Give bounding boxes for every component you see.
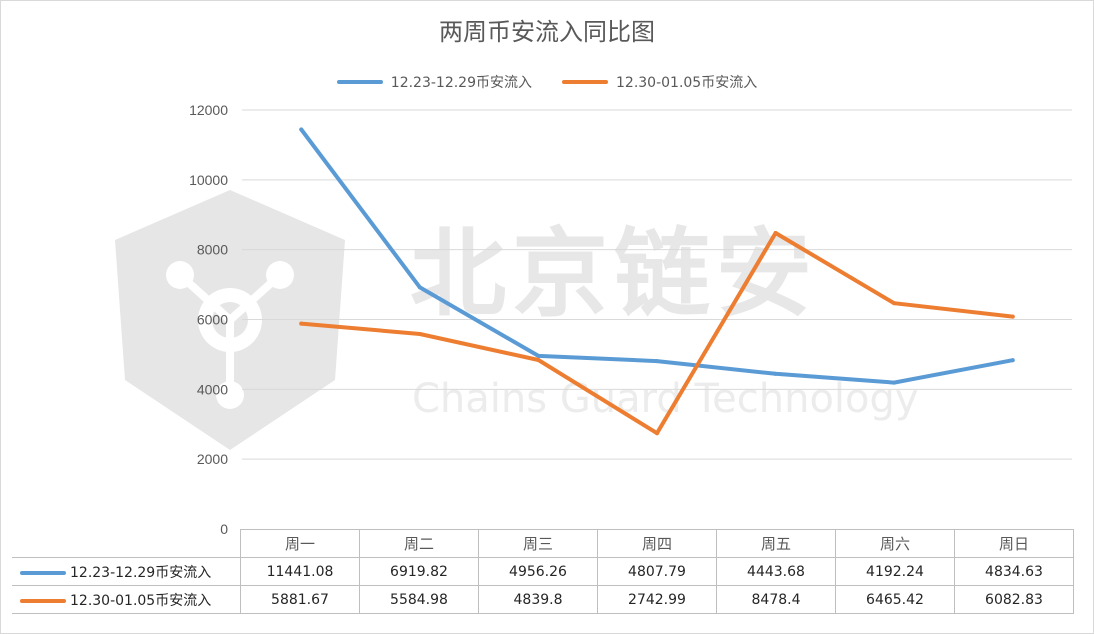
table-row: 12.23-12.29币安流入 11441.08 6919.82 4956.26… (12, 557, 1074, 586)
y-tick-label: 8000 (197, 242, 228, 258)
chart-legend: 12.23-12.29币安流入 12.30-01.05币安流入 (0, 72, 1094, 92)
y-tick-label: 6000 (197, 312, 228, 328)
data-point (655, 359, 659, 364)
y-tick-label: 0 (220, 521, 228, 537)
table-cell: 4956.26 (478, 557, 598, 586)
table-row-label-text: 12.23-12.29币安流入 (70, 564, 212, 581)
legend-label-series-1: 12.23-12.29币安流入 (390, 75, 532, 91)
legend-item-series-2: 12.30-01.05币安流入 (562, 72, 757, 92)
table-cell: 4443.68 (716, 557, 836, 586)
table-cell: 6082.83 (954, 585, 1074, 614)
legend-item-series-1: 12.23-12.29币安流入 (336, 72, 532, 92)
table-cell: 6465.42 (835, 585, 955, 614)
table-cell: 4807.79 (597, 557, 717, 586)
legend-label-series-2: 12.30-01.05币安流入 (616, 75, 758, 91)
data-point (892, 301, 897, 306)
data-point (655, 431, 659, 436)
table-cell: 2742.99 (597, 585, 717, 614)
table-header-cell: 周六 (835, 529, 955, 558)
y-tick-label: 2000 (197, 451, 228, 467)
table-header-cell: 周五 (716, 529, 836, 558)
table-cell: 5584.98 (359, 585, 479, 614)
table-cell: 5881.67 (240, 585, 360, 614)
table-header-cell: 周日 (954, 529, 1074, 558)
table-cell: 8478.4 (716, 585, 836, 614)
data-point (892, 380, 897, 385)
series-line-1 (299, 127, 1015, 385)
table-cell: 11441.08 (240, 557, 360, 586)
data-point (536, 358, 541, 363)
legend-swatch-series-1 (336, 80, 383, 84)
table-cell: 4839.8 (478, 585, 598, 614)
data-point (773, 230, 778, 235)
table-cell: 4834.63 (954, 557, 1074, 586)
data-point (1010, 314, 1015, 319)
data-point (417, 285, 422, 290)
data-table: 周一 周二 周三 周四 周五 周六 周日 12.23-12.29币安流入 114… (12, 529, 1074, 614)
y-tick-label: 12000 (189, 102, 228, 118)
table-row-label-text: 12.30-01.05币安流入 (70, 592, 212, 609)
table-row-key-swatch (20, 570, 66, 575)
table-row: 12.30-01.05币安流入 5881.67 5584.98 4839.8 2… (12, 585, 1074, 614)
table-cell: 4192.24 (835, 557, 955, 586)
chart-title: 两周币安流入同比图 (439, 18, 655, 46)
data-table-corner (12, 530, 241, 558)
data-point (1010, 358, 1015, 363)
table-cell: 6919.82 (359, 557, 479, 586)
data-point (299, 127, 304, 132)
series-line-2 (299, 231, 1015, 436)
data-point (417, 331, 422, 336)
data-point (536, 353, 541, 358)
data-point (773, 371, 778, 376)
table-row-key-swatch (20, 598, 66, 603)
legend-swatch-series-2 (562, 80, 608, 84)
y-tick-label: 4000 (197, 381, 228, 397)
table-header-cell: 周三 (478, 529, 598, 558)
y-tick-label: 10000 (189, 172, 228, 188)
data-point (299, 321, 304, 326)
table-header-cell: 周二 (359, 529, 479, 558)
table-row-label: 12.23-12.29币安流入 (12, 557, 241, 586)
table-header-cell: 周一 (240, 529, 360, 558)
table-row-label: 12.30-01.05币安流入 (12, 585, 241, 614)
data-table-header-row: 周一 周二 周三 周四 周五 周六 周日 (12, 529, 1074, 558)
table-header-cell: 周四 (597, 529, 717, 558)
